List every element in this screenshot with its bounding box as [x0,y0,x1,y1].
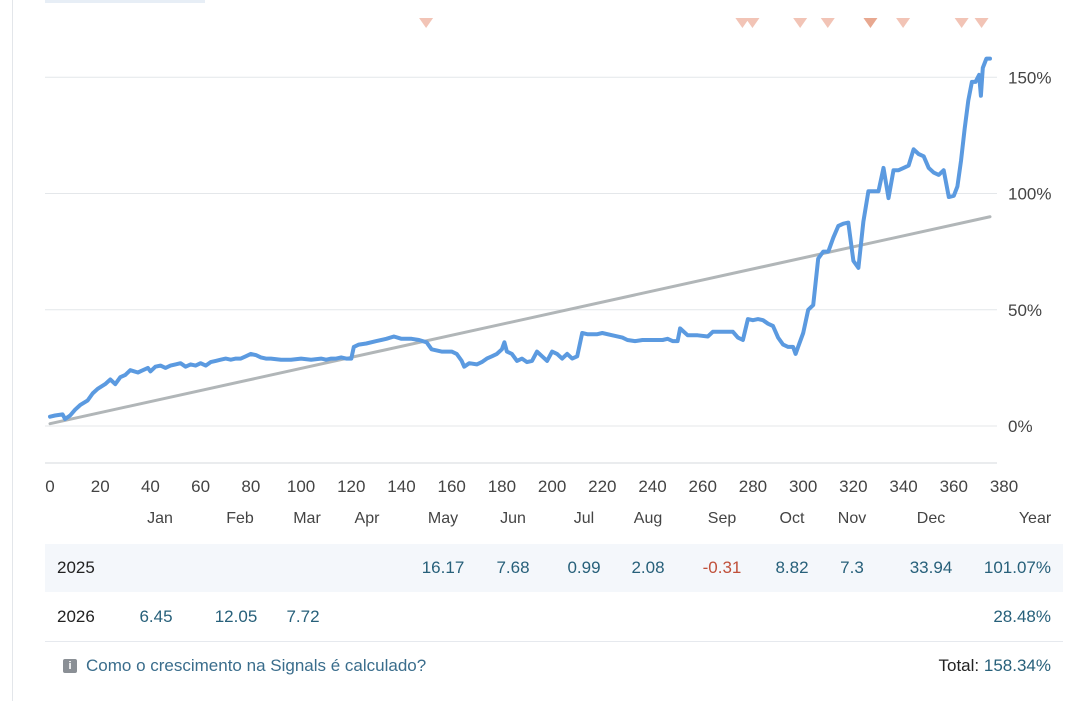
month-value-cell: 7.72 [286,607,320,626]
month-value-cell: 0.99 [567,558,601,577]
month-header: Feb [226,510,254,527]
trade-marker [896,18,911,28]
x-tick-label: 60 [191,477,210,496]
month-value-cell: -0.31 [702,558,742,577]
total-growth: Total: 158.34% [939,656,1052,676]
month-header: Dec [916,510,946,527]
info-icon: i [63,659,77,673]
table-row: 2025 16.17 7.68 0.99 2.08 -0.31 8.82 7.3 33.94 10… [45,544,1063,592]
x-tick-label: 240 [638,477,666,496]
trade-marker [419,18,434,28]
total-label: Total: [938,656,980,675]
trade-marker [820,18,835,28]
year-label: 2025 [57,558,95,577]
growth-line [48,56,992,421]
month-header: Jan [147,510,173,527]
trade-marker [974,18,989,28]
x-tick-label: 40 [141,477,160,496]
x-tick-label: 100 [287,477,315,496]
growth-calculation-help-link[interactable]: Como o crescimento na Signals é calculad… [86,656,427,675]
month-value-cell: 12.05 [214,607,258,626]
month-header: Aug [633,510,663,527]
x-tick-label: 140 [387,477,415,496]
x-tick-label: 180 [488,477,516,496]
month-value-cell: 8.82 [775,558,809,577]
growth-chart: 0% 50% 100% 150% 0 20 40 60 80 100 120 140 160 180 200… [45,18,1051,496]
month-header: Mar [293,510,321,527]
x-tick-label: 360 [940,477,968,496]
month-value-cell: 2.08 [631,558,665,577]
x-tick-label: 380 [990,477,1018,496]
trade-marker [863,18,878,28]
trade-marker [954,18,969,28]
year-label: 2026 [57,607,95,626]
month-header: May [427,510,459,527]
x-tick-label: 260 [689,477,717,496]
x-tick-label: 20 [91,477,110,496]
trade-marker [735,18,750,28]
total-value: 158.34% [983,656,1051,675]
y-tick-label: 0% [1008,417,1033,436]
x-tick-label: 320 [839,477,867,496]
month-header: Sep [707,510,737,527]
top-tab-indicator [45,0,205,3]
x-tick-label: 0 [45,477,54,496]
month-header: Nov [837,510,867,527]
month-value-cell: 16.17 [421,558,465,577]
trend-line [48,215,992,426]
x-tick-label: 280 [739,477,767,496]
trade-marker [745,18,760,28]
month-header: Apr [354,510,380,527]
year-total-cell: 101.07% [983,558,1051,577]
x-tick-label: 300 [789,477,817,496]
month-header: Oct [779,510,805,527]
year-total-cell: 28.48% [993,607,1051,626]
x-tick-label: 200 [538,477,566,496]
table-row: 2026 6.45 12.05 7.72 28.48% [45,593,1063,641]
x-tick-label: 160 [437,477,465,496]
month-value-cell: 7.3 [840,558,864,577]
y-tick-label: 50% [1008,301,1042,320]
x-tick-label: 220 [588,477,616,496]
footer: i Como o crescimento na Signals é calcul… [45,652,1063,682]
y-tick-label: 150% [1008,68,1051,87]
month-value-cell: 6.45 [139,607,173,626]
month-value-cell: 7.68 [496,558,530,577]
x-tick-label: 80 [241,477,260,496]
month-header: Jul [573,510,595,527]
month-value-cell: 33.94 [909,558,953,577]
y-tick-label: 100% [1008,185,1051,204]
table-divider [45,641,1063,642]
month-header: Jun [500,510,526,527]
panel-border [12,0,13,701]
month-header-row: Jan Feb Mar Apr May Jun Jul Aug Sep Oct Nov Dec Year [0,510,1080,532]
month-header: Year [1018,510,1052,527]
x-tick-label: 120 [337,477,365,496]
x-tick-label: 340 [889,477,917,496]
trade-marker [793,18,808,28]
